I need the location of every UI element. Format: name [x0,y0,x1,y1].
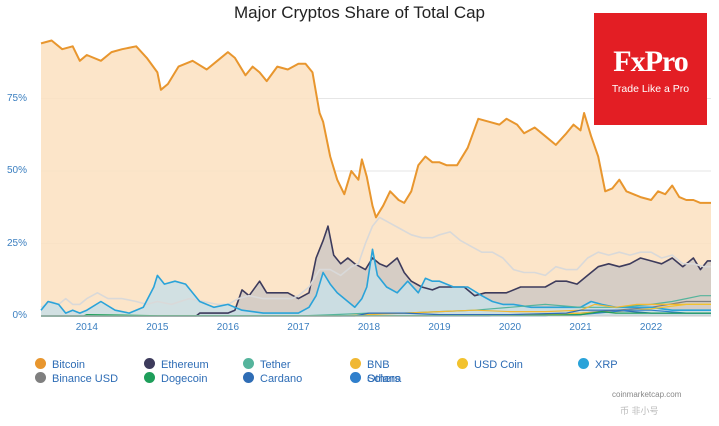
legend-label: BNB [367,359,390,371]
series-line-bnb [41,303,711,317]
y-tick-label: 0% [12,310,27,321]
x-tick-label: 2017 [287,322,310,333]
legend-marker [243,372,254,383]
legend-item-bnb[interactable]: BNB [350,358,390,372]
legend-label: Dogecoin [161,373,208,385]
logo-tagline: Trade Like a Pro [611,83,690,95]
legend-label: Cardano [260,373,303,385]
logo-brand: FxPro [613,45,688,78]
legend-marker [578,358,589,369]
series-line-others [40,216,711,309]
x-tick-label: 2015 [146,322,169,333]
legend-item-bitcoin[interactable]: Bitcoin [35,358,85,372]
x-tick-label: 2014 [75,322,98,333]
watermark: 币 非小号 [620,406,659,416]
legend-label: USD Coin [474,359,523,371]
y-tick-label: 75% [6,92,27,104]
source-credit: coinmarketcap.com [612,390,682,399]
legend-item-xrp[interactable]: XRP [578,358,618,372]
legend-item-ethereum[interactable]: Ethereum [144,358,209,372]
legend-item-solana[interactable]: Solana [350,372,401,386]
series-line-tether [41,295,711,317]
legend-marker [144,358,155,369]
legend-item-cardano[interactable]: Cardano [243,372,302,386]
x-tick-label: 2021 [569,322,592,333]
legend-marker [457,358,468,369]
legend-label: Tether [260,359,291,371]
legend-item-dogecoin[interactable]: Dogecoin [144,372,207,386]
legend-item-tether[interactable]: Tether [243,358,291,372]
x-tick-label: 2018 [357,322,381,333]
chart-title: Major Cryptos Share of Total Cap [233,3,486,22]
legend-item-binance-usd[interactable]: Binance USD [35,372,118,386]
x-tick-label: 2016 [216,322,240,333]
y-tick-label: 50% [6,165,27,176]
legend-item-usd-coin[interactable]: USD Coin [457,358,523,372]
series-area-bitcoin [41,40,711,316]
fxpro-logo: FxPro Trade Like a Pro [594,13,707,125]
series-line-xrp [40,248,711,314]
legend-marker [243,358,254,369]
legend-label: XRP [595,359,618,371]
x-tick-label: 2019 [428,322,451,333]
series-line-ethereum [41,225,711,317]
legend-label: Ethereum [161,359,209,371]
series-line-bitcoin [40,39,711,219]
series-area-xrp [41,249,711,316]
legend-marker [35,358,46,369]
x-tick-label: 2022 [639,322,663,333]
legend-marker [35,372,46,383]
legend-label: Binance USD [52,373,119,385]
legend-marker [350,372,361,383]
legend-marker [350,358,361,369]
legend-label: Others [367,373,401,385]
legend-label: Solana [367,373,402,385]
legend-marker [144,372,155,383]
legend-label: Bitcoin [52,359,86,371]
x-tick-label: 2020 [498,322,522,333]
y-tick-label: 25% [6,237,27,249]
